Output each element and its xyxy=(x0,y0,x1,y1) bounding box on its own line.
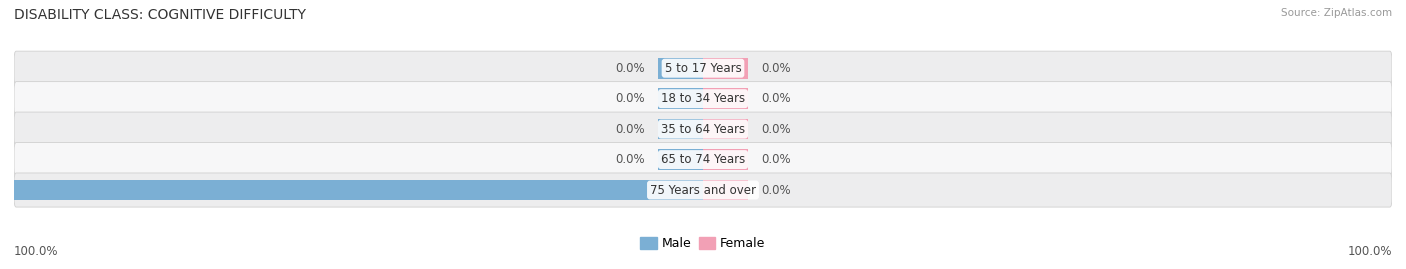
Legend: Male, Female: Male, Female xyxy=(636,232,770,255)
FancyBboxPatch shape xyxy=(14,173,1392,207)
Text: 0.0%: 0.0% xyxy=(614,123,644,136)
Text: 75 Years and over: 75 Years and over xyxy=(650,183,756,197)
FancyBboxPatch shape xyxy=(14,82,1392,116)
FancyBboxPatch shape xyxy=(14,51,1392,85)
Bar xyxy=(703,149,748,170)
Bar xyxy=(658,119,703,139)
Bar xyxy=(703,88,748,109)
Text: 0.0%: 0.0% xyxy=(762,123,792,136)
Bar xyxy=(658,58,703,79)
Text: 35 to 64 Years: 35 to 64 Years xyxy=(661,123,745,136)
Bar xyxy=(658,149,703,170)
Text: 65 to 74 Years: 65 to 74 Years xyxy=(661,153,745,166)
Text: 0.0%: 0.0% xyxy=(614,153,644,166)
Text: 0.0%: 0.0% xyxy=(614,62,644,75)
Text: 0.0%: 0.0% xyxy=(762,62,792,75)
FancyBboxPatch shape xyxy=(14,143,1392,177)
Text: 5 to 17 Years: 5 to 17 Years xyxy=(665,62,741,75)
Text: 0.0%: 0.0% xyxy=(614,92,644,105)
Text: DISABILITY CLASS: COGNITIVE DIFFICULTY: DISABILITY CLASS: COGNITIVE DIFFICULTY xyxy=(14,8,307,22)
Text: 100.0%: 100.0% xyxy=(1347,245,1392,258)
Bar xyxy=(703,58,748,79)
Text: Source: ZipAtlas.com: Source: ZipAtlas.com xyxy=(1281,8,1392,18)
Bar xyxy=(658,88,703,109)
Bar xyxy=(703,180,748,200)
FancyBboxPatch shape xyxy=(14,112,1392,146)
Text: 18 to 34 Years: 18 to 34 Years xyxy=(661,92,745,105)
Text: 0.0%: 0.0% xyxy=(762,153,792,166)
Bar xyxy=(14,180,703,200)
Bar xyxy=(703,119,748,139)
Text: 0.0%: 0.0% xyxy=(762,183,792,197)
Text: 0.0%: 0.0% xyxy=(762,92,792,105)
Text: 100.0%: 100.0% xyxy=(14,245,59,258)
